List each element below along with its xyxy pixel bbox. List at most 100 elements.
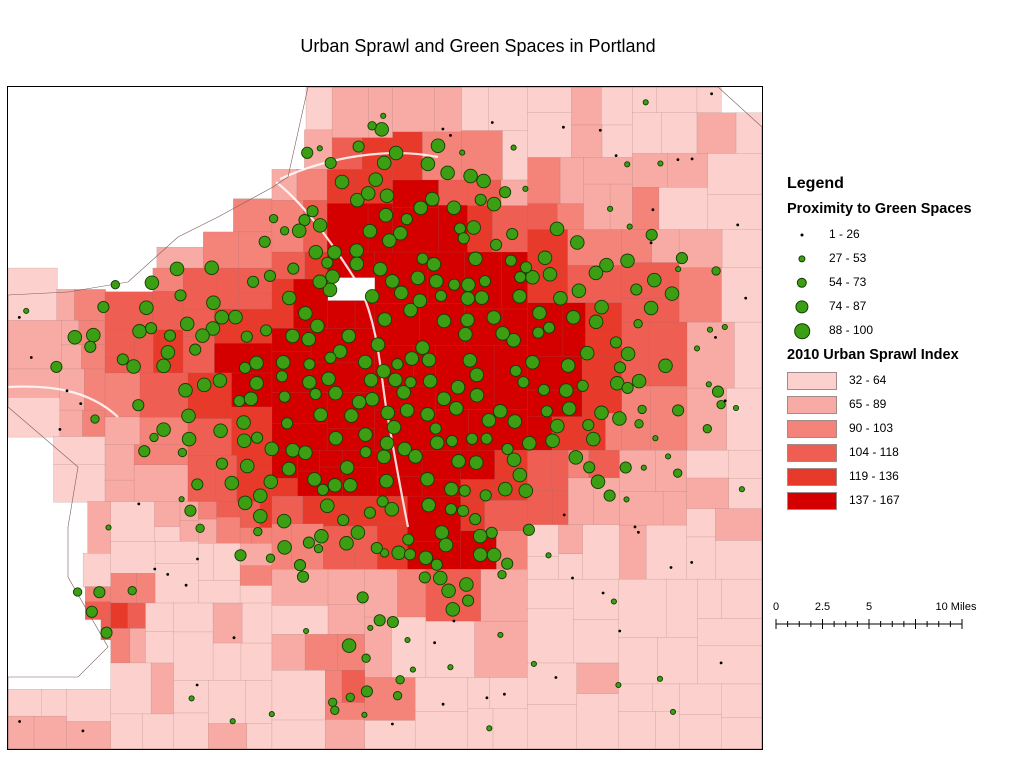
census-tract	[527, 578, 574, 610]
census-tract	[110, 662, 152, 715]
green-space-symbol	[195, 523, 205, 533]
green-space-symbol	[178, 383, 193, 398]
green-space-symbol	[382, 233, 397, 248]
census-tract	[686, 449, 730, 479]
green-space-symbol	[268, 711, 275, 718]
green-space-symbol	[410, 270, 426, 286]
census-tract	[721, 578, 762, 620]
green-space-symbol	[448, 278, 461, 291]
green-space-symbol	[609, 336, 623, 349]
census-tract	[240, 642, 273, 682]
green-space-symbol	[327, 245, 342, 260]
green-space-symbol	[249, 376, 264, 391]
census-tract	[239, 565, 273, 587]
green-space-symbol	[358, 427, 373, 442]
sprawl-swatch	[787, 396, 837, 414]
green-space-symbol	[566, 310, 581, 325]
census-tract	[212, 642, 242, 682]
green-space-symbol	[462, 594, 475, 607]
proximity-symbol	[796, 277, 808, 289]
green-space-symbol	[385, 274, 400, 289]
green-space-symbol	[386, 615, 399, 629]
green-space-symbol	[495, 326, 510, 341]
census-tract	[305, 87, 333, 131]
census-tract	[474, 620, 529, 679]
green-space-symbol	[472, 528, 488, 544]
census-tract	[665, 578, 699, 639]
green-space-symbol	[474, 193, 487, 206]
green-space-symbol	[397, 441, 412, 457]
green-space-symbol	[243, 391, 259, 407]
green-space-symbol	[676, 158, 680, 161]
census-tract	[527, 87, 573, 114]
green-space-symbol	[138, 445, 151, 458]
census-tract	[198, 580, 241, 604]
map-frame[interactable]	[7, 86, 763, 750]
census-tract	[527, 608, 574, 664]
green-space-symbol	[160, 345, 176, 360]
census-tract	[331, 87, 370, 139]
green-space-symbol	[384, 501, 400, 517]
green-space-symbol	[343, 478, 358, 493]
green-space-symbol	[561, 401, 577, 416]
proximity-legend-item: 54 - 73	[787, 271, 1017, 295]
green-space-symbol	[474, 290, 490, 305]
green-space-symbol	[579, 345, 595, 361]
green-space-symbol	[306, 205, 319, 218]
census-tract	[467, 677, 490, 710]
green-space-symbol	[422, 373, 438, 389]
census-tract	[734, 321, 762, 389]
green-space-symbol	[368, 172, 383, 187]
green-space-symbol	[705, 381, 712, 388]
census-tract	[233, 198, 273, 233]
green-space-symbol	[195, 683, 199, 687]
proximity-symbol	[798, 255, 806, 263]
green-space-symbol	[312, 218, 328, 233]
census-tract	[238, 293, 273, 310]
green-space-symbol	[379, 188, 395, 204]
green-space-symbol	[507, 414, 523, 429]
census-tract	[696, 112, 737, 155]
green-space-symbol	[420, 472, 435, 487]
green-space-symbol	[441, 583, 456, 599]
green-space-symbol	[480, 432, 493, 445]
map-canvas[interactable]	[8, 87, 762, 749]
green-space-symbol	[310, 318, 325, 334]
green-space-symbol	[522, 185, 529, 192]
green-space-symbol	[156, 422, 171, 437]
green-space-symbol	[719, 661, 723, 665]
green-space-symbol	[656, 675, 664, 682]
census-tract	[715, 540, 762, 580]
green-space-symbol	[588, 314, 604, 330]
green-space-symbol	[433, 641, 436, 645]
census-tract	[104, 444, 135, 481]
green-space-symbol	[451, 454, 466, 469]
green-space-symbol	[598, 128, 602, 132]
green-space-symbol	[554, 676, 558, 679]
census-tract	[364, 677, 416, 722]
green-space-symbol	[458, 326, 473, 342]
green-space-symbol	[493, 404, 508, 419]
census-tract	[686, 387, 728, 451]
census-tract	[583, 183, 611, 231]
green-space-symbol	[287, 262, 300, 275]
green-space-symbol	[444, 481, 459, 497]
green-space-symbol	[370, 541, 383, 555]
green-space-symbol	[460, 291, 476, 306]
green-space-symbol	[665, 453, 672, 460]
green-space-symbol	[664, 286, 680, 301]
green-space-symbol	[341, 638, 357, 653]
green-space-symbol	[506, 332, 521, 348]
green-space-symbol	[633, 319, 643, 329]
green-space-symbol	[196, 377, 212, 393]
green-space-symbol	[588, 265, 604, 281]
green-space-symbol	[392, 691, 403, 701]
green-space-symbol	[426, 257, 442, 272]
green-space-symbol	[328, 697, 338, 707]
green-space-symbol	[421, 497, 436, 513]
green-space-symbol	[675, 266, 682, 273]
green-space-symbol	[436, 313, 452, 329]
green-space-symbol	[506, 452, 522, 467]
green-space-symbol	[675, 252, 688, 265]
green-space-symbol	[379, 473, 394, 489]
